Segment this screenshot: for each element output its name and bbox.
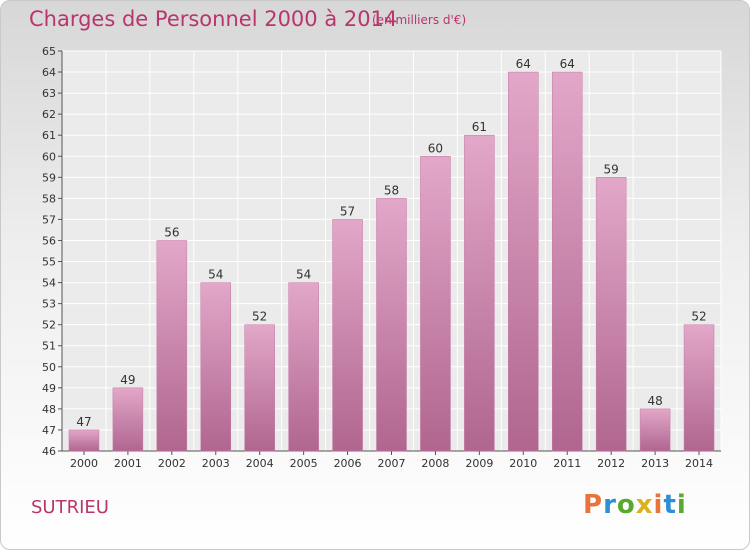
- x-tick-label: 2002: [158, 457, 186, 470]
- y-tick-label: 49: [42, 382, 56, 395]
- bar: [156, 240, 188, 452]
- bar-value-label: 48: [647, 394, 662, 408]
- chart-title: Charges de Personnel 2000 à 2014: [29, 7, 398, 31]
- chart-subtitle: (en milliers d'€): [372, 13, 467, 27]
- y-tick-label: 53: [42, 298, 56, 311]
- x-tick-label: 2010: [509, 457, 537, 470]
- bar-value-label: 64: [516, 57, 531, 71]
- bar: [288, 282, 319, 452]
- y-tick-label: 64: [42, 66, 56, 79]
- bar-value-label: 54: [296, 268, 311, 282]
- y-tick-label: 54: [42, 277, 56, 290]
- x-tick-label: 2008: [421, 457, 449, 470]
- bar: [332, 219, 363, 452]
- x-tick-label: 2006: [334, 457, 362, 470]
- bar: [420, 156, 451, 452]
- y-tick-label: 55: [42, 256, 56, 269]
- y-tick-label: 48: [42, 403, 56, 416]
- y-tick-label: 57: [42, 213, 56, 226]
- bar-value-label: 57: [340, 204, 355, 218]
- y-tick-label: 61: [42, 129, 56, 142]
- proxiti-logo[interactable]: Proxiti: [583, 490, 687, 520]
- y-tick-label: 52: [42, 319, 56, 332]
- bar-value-label: 64: [560, 57, 575, 71]
- y-tick-label: 59: [42, 171, 56, 184]
- bar: [376, 198, 407, 452]
- bar: [112, 387, 144, 452]
- y-tick-label: 60: [42, 150, 56, 163]
- x-tick-label: 2003: [202, 457, 230, 470]
- bar-value-label: 59: [604, 162, 619, 176]
- value-labels: 47 49 56 54 52 54 57 58 60 61 64 64 59 48 52: [76, 57, 706, 429]
- bar: [68, 429, 100, 452]
- y-tick-label: 58: [42, 192, 56, 205]
- x-tick-label: 2011: [553, 457, 581, 470]
- x-tick-label: 2012: [597, 457, 625, 470]
- y-tick-label: 47: [42, 424, 56, 437]
- y-tick-label: 51: [42, 340, 56, 353]
- logo-letter: P: [583, 490, 604, 520]
- bar-value-label: 47: [76, 415, 91, 429]
- y-tick-label: 62: [42, 108, 56, 121]
- bar-value-label: 56: [164, 225, 179, 239]
- y-tick-label: 56: [42, 234, 56, 247]
- bar: [464, 134, 495, 452]
- bar-value-label: 54: [208, 268, 223, 282]
- x-tick-label: 2005: [290, 457, 318, 470]
- x-tick-label: 2007: [378, 457, 406, 470]
- logo-letter: x: [635, 490, 654, 520]
- bar: [508, 71, 539, 452]
- logo-letter: i: [653, 490, 664, 520]
- bar-value-label: 49: [120, 373, 135, 387]
- bar-value-label: 60: [428, 141, 443, 155]
- x-tick-label: 2000: [70, 457, 98, 470]
- bar: [683, 324, 715, 452]
- x-tick-label: 2001: [114, 457, 142, 470]
- bar-value-label: 61: [472, 120, 487, 134]
- y-tick-label: 63: [42, 87, 56, 100]
- x-tick-label: 2014: [685, 457, 713, 470]
- bar: [639, 408, 671, 452]
- bar: [244, 324, 275, 452]
- x-tick-label: 2004: [246, 457, 274, 470]
- bar-value-label: 52: [691, 310, 706, 324]
- logo-letter: t: [663, 490, 677, 520]
- y-tick-label: 46: [42, 445, 56, 458]
- commune-name: SUTRIEU: [31, 497, 109, 518]
- bars: [68, 71, 715, 452]
- logo-letter: r: [603, 490, 617, 520]
- bar: [200, 282, 232, 452]
- y-tick-label: 65: [42, 45, 56, 58]
- bar-value-label: 52: [252, 310, 267, 324]
- logo-letter: i: [676, 490, 687, 520]
- logo-letter: o: [616, 490, 636, 520]
- x-tick-label: 2013: [641, 457, 669, 470]
- bar: [595, 177, 627, 452]
- bar: [551, 71, 583, 452]
- x-tick-label: 2009: [465, 457, 493, 470]
- y-tick-label: 50: [42, 361, 56, 374]
- bar-value-label: 58: [384, 183, 399, 197]
